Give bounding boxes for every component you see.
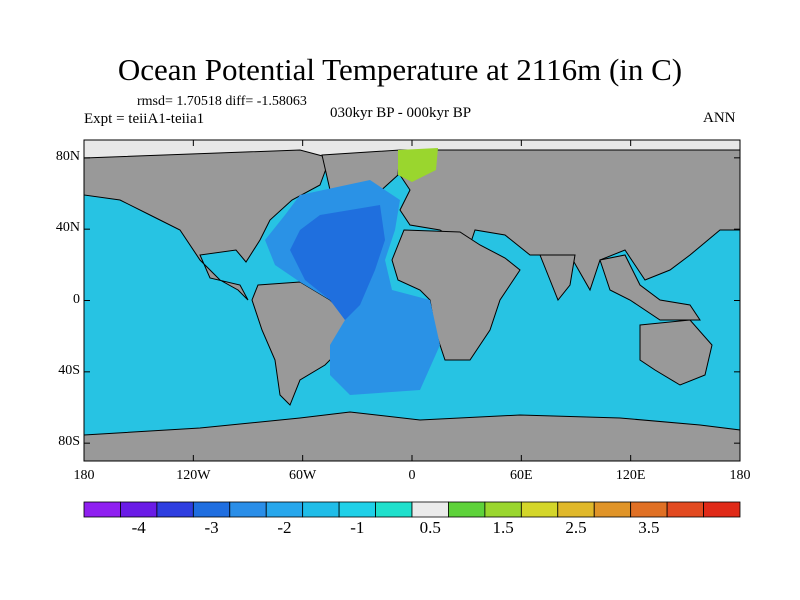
colorbar-label: 1.5 <box>492 518 514 537</box>
colorbar-swatch <box>520 501 559 518</box>
colorbar-swatch <box>630 501 668 518</box>
lon-label: 0 <box>408 468 416 483</box>
lon-label: 180 <box>73 468 95 483</box>
lon-label: 120E <box>615 468 646 483</box>
lon-label: 60E <box>510 468 533 483</box>
lon-label: 180 <box>729 468 751 483</box>
land-africa <box>391 229 521 361</box>
map-title: Ocean Potential Temperature at 2116m (in… <box>117 52 683 87</box>
colorbar <box>83 501 741 518</box>
colorbar-label: -1 <box>350 518 365 537</box>
lon-label: 60W <box>289 468 317 483</box>
colorbar-label: 0.5 <box>419 518 441 537</box>
colorbar-swatch <box>120 501 158 518</box>
axis-ticks <box>83 140 741 461</box>
colorbar-swatch <box>302 501 340 518</box>
atlantic-deep-anomaly <box>290 205 385 320</box>
land-north-america <box>83 149 331 301</box>
colorbar-swatch <box>593 501 632 518</box>
colorbar-swatch <box>338 501 376 518</box>
colorbar-swatch <box>375 501 413 518</box>
season-label: ANN <box>703 110 736 126</box>
colorbar-swatch <box>265 501 304 518</box>
colorbar-swatch <box>703 501 741 518</box>
colorbar-swatch <box>229 501 267 518</box>
experiment-label: Expt = teiiA1-teiia1 <box>84 111 205 127</box>
stats-text: rmsd= 1.70518 diff= -1.58063 <box>137 94 307 109</box>
lat-label: 0 <box>73 291 80 307</box>
colorbar-label: -2 <box>277 518 292 537</box>
colorbar-swatch <box>448 501 486 518</box>
period-label: 030kyr BP - 000kyr BP <box>330 105 472 121</box>
lat-label: 40N <box>55 220 80 236</box>
colorbar-swatch <box>156 501 194 518</box>
colorbar-label: 2.5 <box>565 518 587 537</box>
colorbar-swatch <box>484 501 522 518</box>
lon-label: 120W <box>176 468 211 483</box>
colorbar-label: -3 <box>204 518 219 537</box>
lat-label: 80N <box>55 148 80 164</box>
lat-label: 80S <box>58 434 80 450</box>
land-southeast-asia <box>599 254 701 321</box>
colorbar-label: -4 <box>131 518 146 537</box>
land-australia <box>639 319 713 386</box>
colorbar-swatch <box>192 501 231 518</box>
colorbar-label: 3.5 <box>638 518 660 537</box>
lat-label: 40S <box>58 362 80 378</box>
colorbar-swatch <box>666 501 704 518</box>
colorbar-swatch <box>557 501 595 518</box>
map-area <box>83 139 741 462</box>
arctic-anomaly <box>398 148 438 182</box>
colorbar-swatch <box>411 501 449 518</box>
colorbar-swatch <box>83 501 121 518</box>
land-india <box>539 254 576 301</box>
